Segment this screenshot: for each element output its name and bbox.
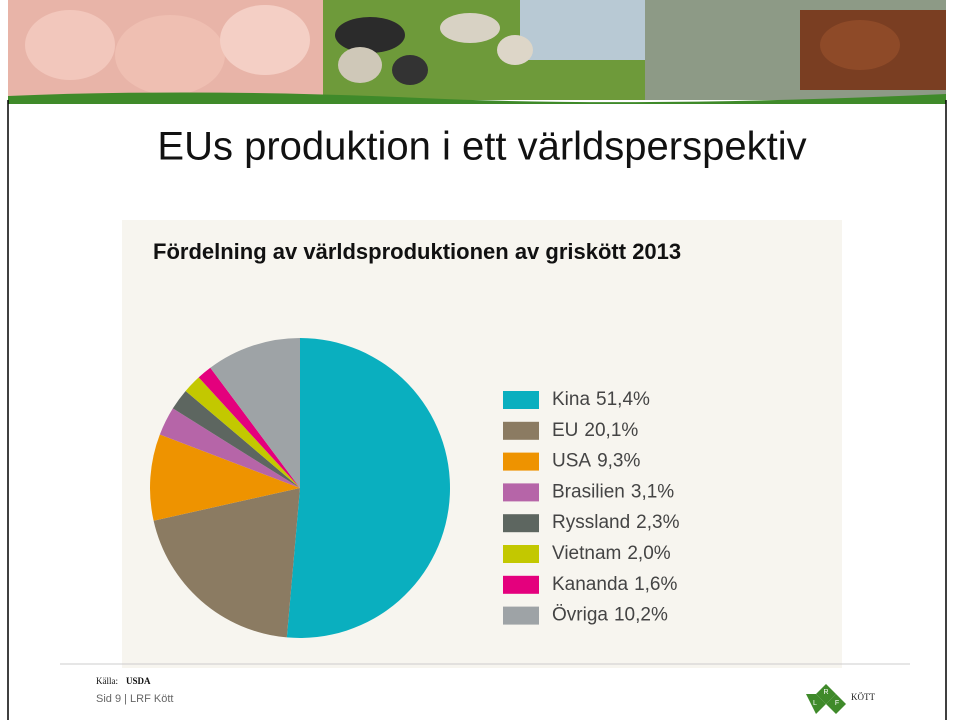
legend-swatch bbox=[503, 545, 539, 563]
legend-swatch bbox=[503, 514, 539, 533]
legend-value: 20,1% bbox=[584, 420, 638, 441]
slide-title: EUs produktion i ett världsperspektiv bbox=[157, 125, 806, 169]
legend-value: 10,2% bbox=[614, 605, 668, 626]
legend-swatch bbox=[503, 421, 539, 440]
legend-swatch bbox=[503, 452, 539, 471]
legend-swatch bbox=[503, 606, 539, 625]
legend-swatch bbox=[503, 575, 539, 594]
legend-label: Övriga bbox=[552, 605, 608, 626]
legend-value: 2,0% bbox=[627, 543, 670, 564]
legend-label: Kina bbox=[552, 389, 590, 410]
logo-letter: F bbox=[835, 700, 839, 707]
source-name: USDA bbox=[126, 676, 151, 686]
legend-label: USA bbox=[552, 451, 591, 472]
pie-slice bbox=[150, 434, 300, 521]
pie-slice bbox=[286, 338, 450, 639]
pie bbox=[150, 338, 450, 639]
legend-label: Kananda bbox=[552, 574, 629, 595]
banner bbox=[8, 0, 946, 104]
legend-swatch bbox=[503, 391, 539, 409]
logo-letter: L bbox=[813, 700, 817, 707]
source-label: Källa: bbox=[96, 676, 118, 686]
pie-slice bbox=[153, 488, 300, 638]
legend-label: EU bbox=[552, 420, 578, 441]
legend: Kina 51,4% EU 20,1% USA 9,3% Brasilien 3,1%Ryss… bbox=[503, 389, 680, 626]
pie-slice bbox=[159, 408, 300, 488]
pie-slice bbox=[185, 377, 300, 488]
footer: Sid 9 | LRF Kött bbox=[96, 693, 173, 705]
legend-swatch bbox=[503, 483, 539, 502]
logo-letter: R bbox=[823, 689, 828, 696]
legend-value: 1,6% bbox=[634, 574, 677, 595]
legend-value: 51,4% bbox=[596, 389, 650, 410]
chart-title: Fördelning av världsproduktionen av gris… bbox=[153, 239, 681, 264]
pie-slice bbox=[172, 390, 300, 488]
legend-label: Ryssland bbox=[552, 512, 630, 533]
legend-label: Brasilien bbox=[552, 481, 625, 502]
pie-slice bbox=[210, 338, 300, 488]
logo: R L F KÖTT bbox=[806, 684, 875, 714]
pie-slice bbox=[198, 367, 300, 488]
legend-label: Vietnam bbox=[552, 543, 621, 564]
legend-value: 3,1% bbox=[631, 481, 674, 502]
legend-value: 2,3% bbox=[636, 512, 679, 533]
logo-text: KÖTT bbox=[851, 692, 875, 702]
legend-value: 9,3% bbox=[597, 451, 640, 472]
